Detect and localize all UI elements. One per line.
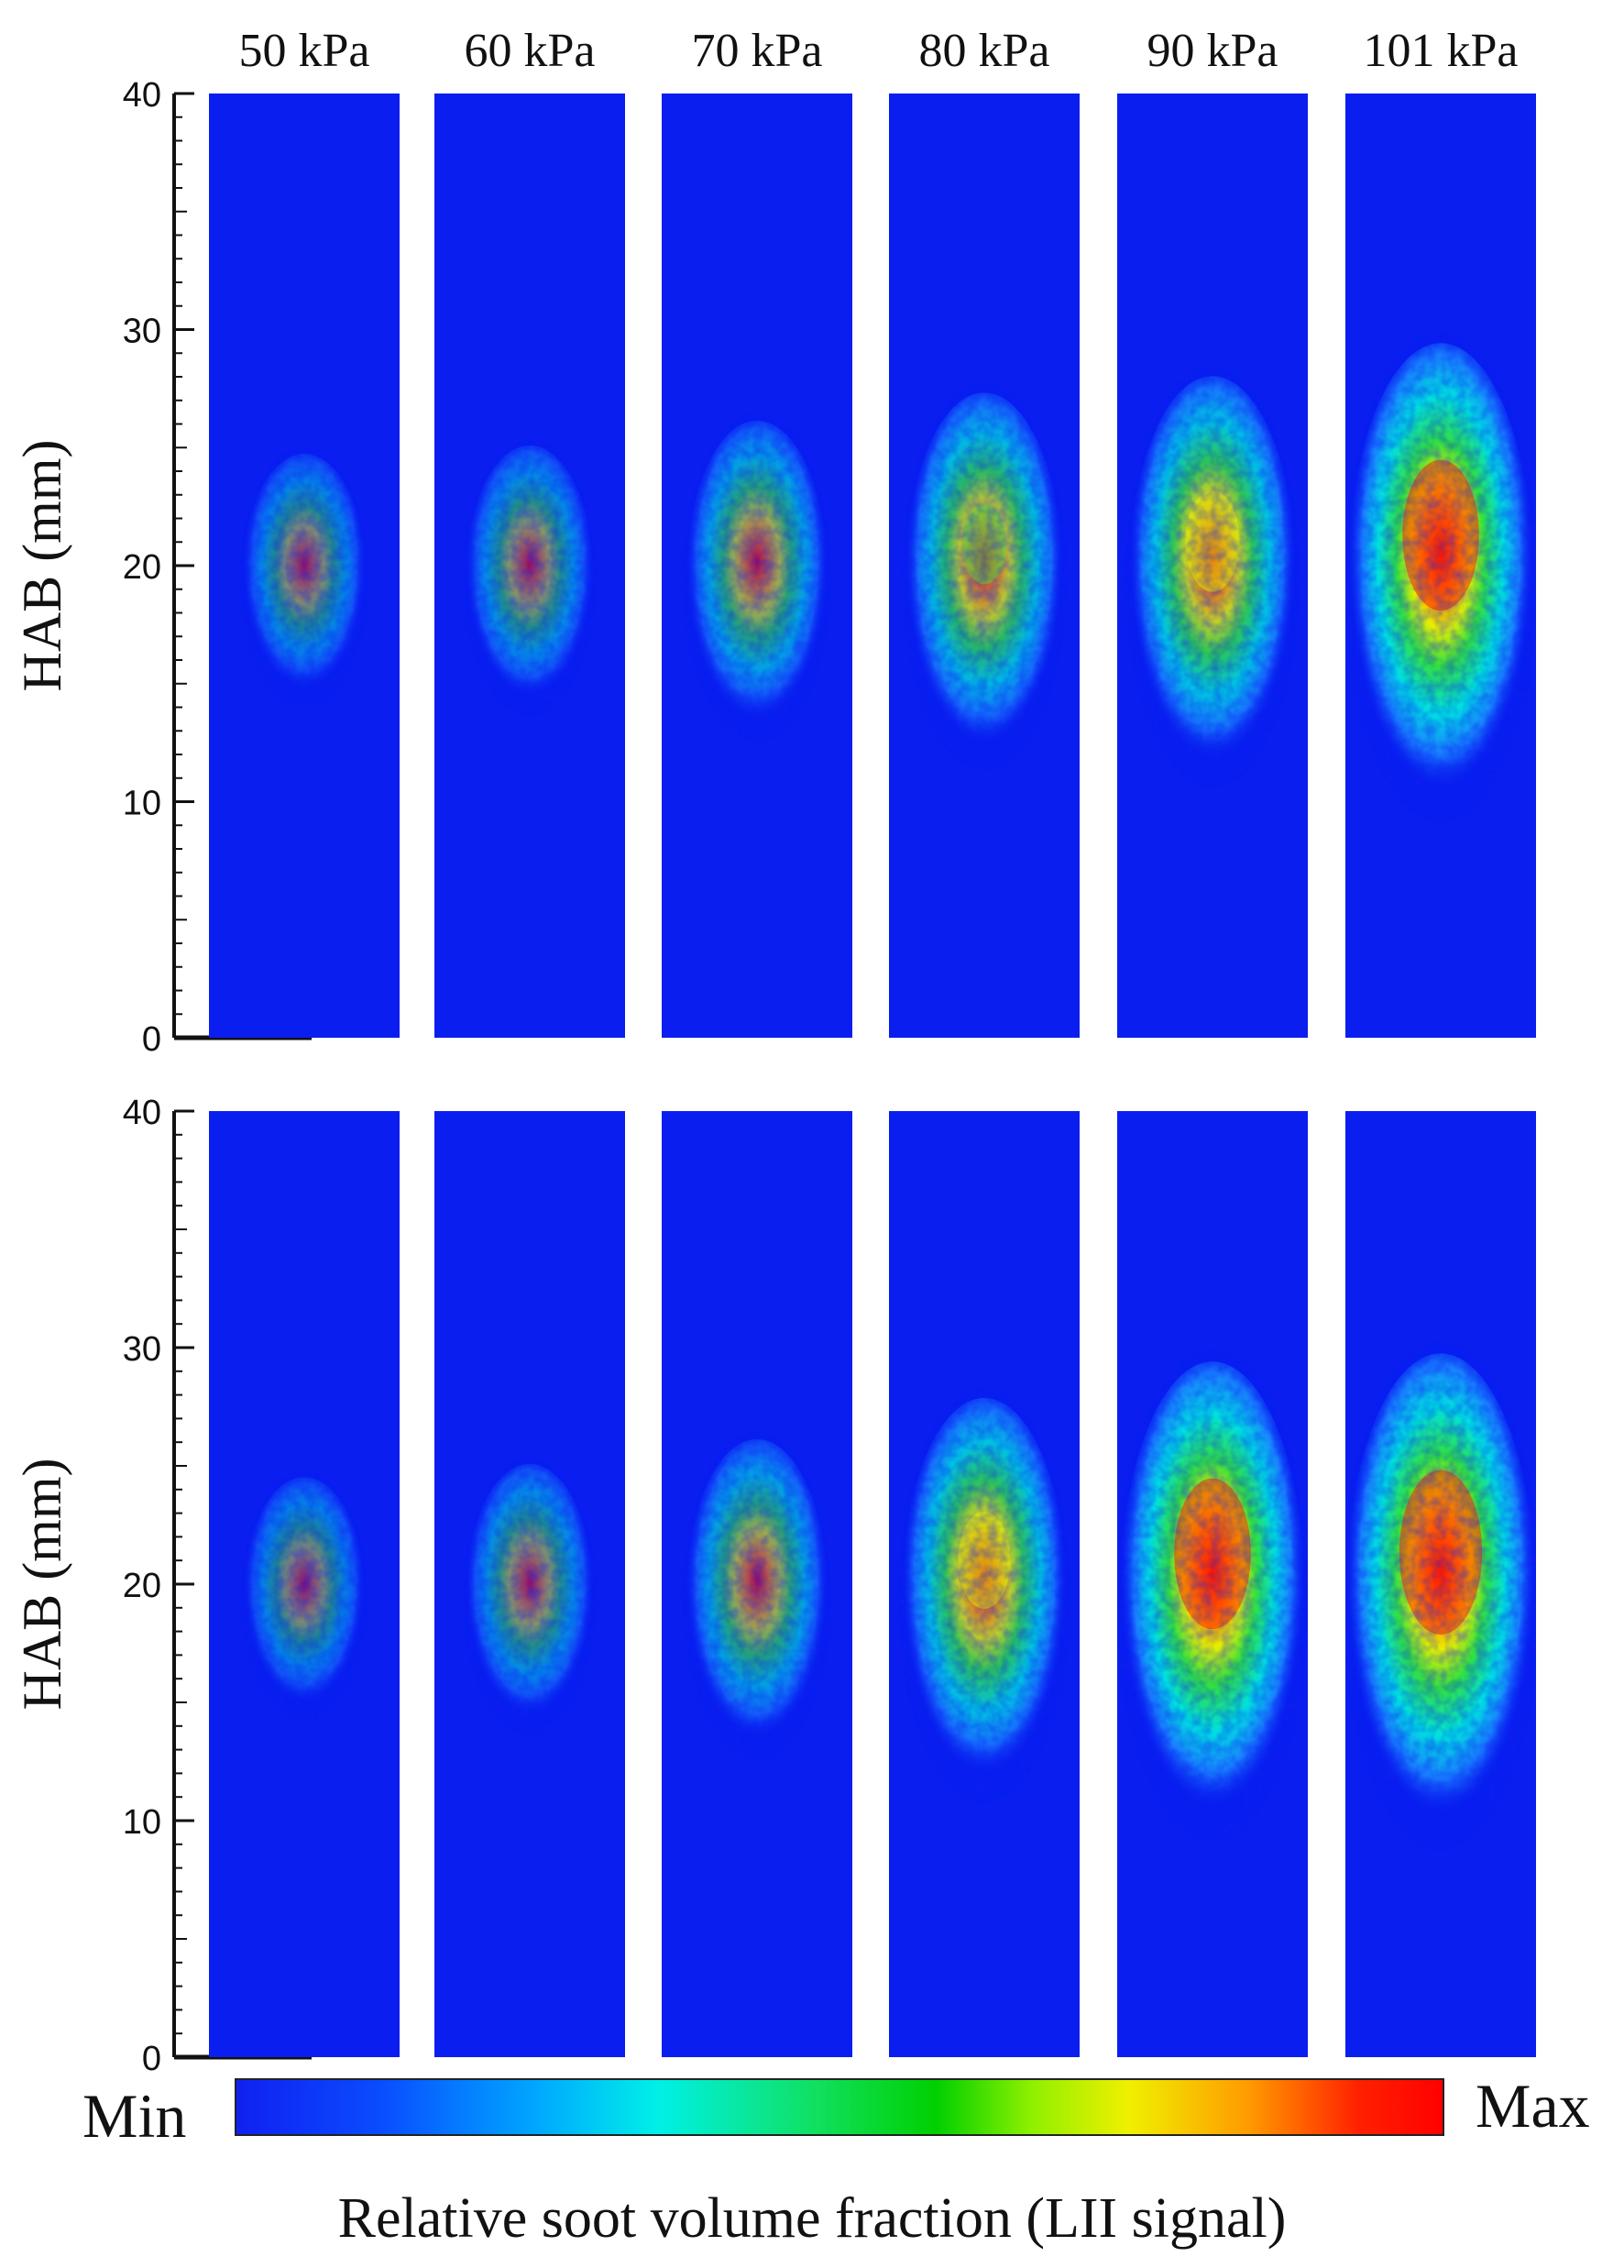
lii-image-panel xyxy=(889,94,1080,1038)
column-header: 70 kPa xyxy=(692,25,823,77)
column-header: 90 kPa xyxy=(1147,25,1278,77)
lii-image-panel xyxy=(662,1111,852,2057)
noise-texture xyxy=(462,438,598,717)
y-tick-label: 30 xyxy=(123,1330,161,1369)
image-row: 0 10 20 30 40 HAB (mm) xyxy=(12,76,1536,1059)
y-tick-label: 20 xyxy=(123,548,161,587)
y-tick-label: 30 xyxy=(123,313,161,351)
y-tick-label: 10 xyxy=(123,785,161,823)
column-header: 50 kPa xyxy=(239,25,370,77)
noise-texture xyxy=(462,1457,598,1735)
noise-texture xyxy=(897,1388,1071,1804)
colorbar-max-label: Max xyxy=(1476,2071,1590,2141)
lii-image-panel xyxy=(1345,94,1536,1038)
lii-image-panel xyxy=(662,94,852,1038)
colorbar-gradient xyxy=(235,2078,1444,2136)
noise-texture xyxy=(1117,1349,1308,1843)
lii-image-panel xyxy=(434,94,625,1038)
noise-texture xyxy=(1125,366,1300,789)
colorbar: Min Max Relative soot volume fraction (L… xyxy=(82,2071,1590,2250)
column-header: 101 kPa xyxy=(1364,25,1519,77)
lii-image-panel xyxy=(889,1111,1080,2057)
y-tick-label: 40 xyxy=(123,76,161,115)
lii-image-panel xyxy=(434,1111,625,2057)
lii-image-panel xyxy=(1345,1111,1536,2057)
lii-image-panel xyxy=(209,1111,400,2057)
column-header: 80 kPa xyxy=(919,25,1050,77)
noise-texture xyxy=(682,413,832,743)
y-axis-label: HAB (mm) xyxy=(12,440,72,692)
colorbar-min-label: Min xyxy=(82,2081,186,2151)
image-rows: 0 10 20 30 40 HAB (mm) 0 10 20 30 40 HAB (mm) xyxy=(12,76,1536,2078)
noise-texture xyxy=(240,1470,368,1721)
column-header: 60 kPa xyxy=(465,25,596,77)
y-tick-label: 40 xyxy=(123,1094,161,1132)
lii-image-panel xyxy=(1117,94,1308,1038)
noise-texture xyxy=(1345,331,1536,824)
image-row: 0 10 20 30 40 HAB (mm) xyxy=(12,1094,1536,2078)
lii-image-panel xyxy=(1117,1111,1308,2057)
y-tick-label: 10 xyxy=(123,1803,161,1842)
colorbar-caption: Relative soot volume fraction (LII signa… xyxy=(338,2187,1287,2250)
y-tick-label: 0 xyxy=(142,1020,161,1059)
noise-texture xyxy=(901,383,1068,772)
column-headers: 50 kPa 60 kPa 70 kPa 80 kPa 90 kPa 101 kPa xyxy=(239,25,1519,77)
lii-image-panel xyxy=(209,94,400,1038)
noise-texture xyxy=(682,1431,832,1761)
y-tick-label: 20 xyxy=(123,1567,161,1605)
y-tick-label: 0 xyxy=(142,2040,161,2078)
y-axis-label: HAB (mm) xyxy=(12,1459,72,1711)
noise-texture xyxy=(239,447,369,708)
noise-texture xyxy=(1345,1341,1536,1851)
